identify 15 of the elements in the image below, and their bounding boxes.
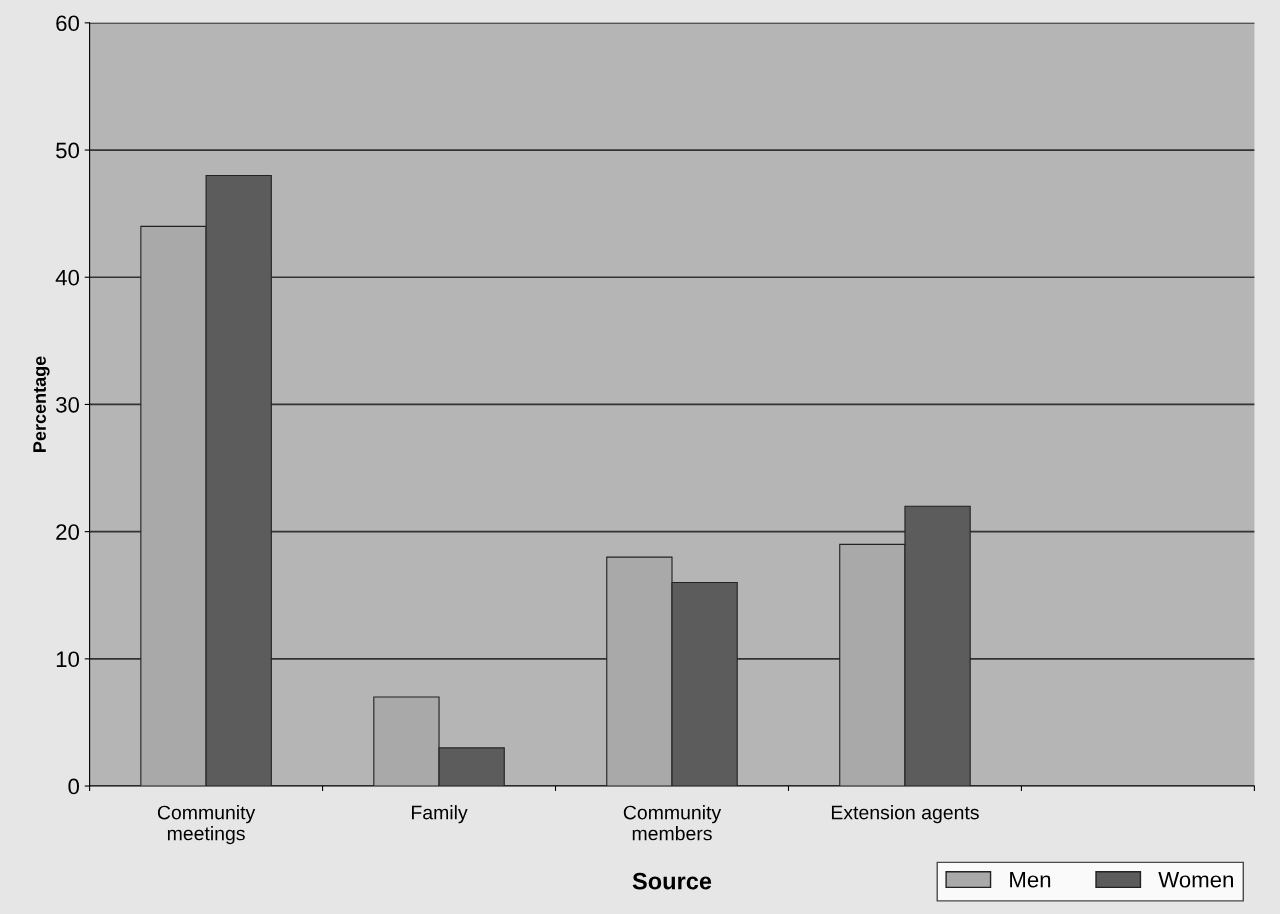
- y-axis-title: Percentage: [33, 356, 50, 452]
- legend-label: Women: [1158, 872, 1233, 888]
- y-tick-label: 20: [56, 524, 80, 540]
- y-tick-label: 10: [56, 651, 80, 668]
- x-tick-label: Family: [412, 805, 468, 824]
- x-tick-label: Community members: [623, 805, 722, 841]
- x-axis-title: Source: [632, 872, 712, 890]
- y-tick-label: 40: [55, 269, 80, 286]
- legend-label: Men: [1010, 872, 1051, 888]
- y-tick-label: 30: [56, 396, 80, 413]
- y-tick-label: 50: [56, 142, 80, 159]
- x-tick-label: Community meetings: [157, 805, 256, 845]
- y-tick-label: 60: [56, 15, 80, 32]
- x-tick-label: Extension agents: [831, 805, 979, 824]
- y-tick-label: 0: [68, 778, 80, 795]
